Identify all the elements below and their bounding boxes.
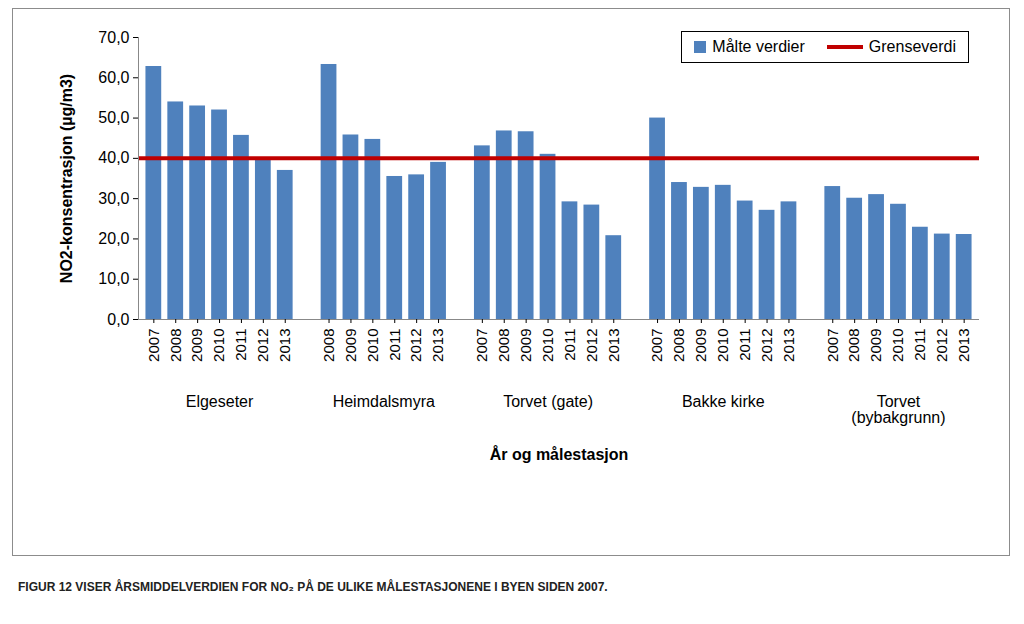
svg-text:2013: 2013 [605,329,622,362]
svg-text:50,0: 50,0 [98,109,129,126]
svg-text:2011: 2011 [232,329,249,361]
svg-text:2011: 2011 [736,329,753,361]
svg-text:2012: 2012 [407,329,424,362]
svg-text:Torvet (gate): Torvet (gate) [503,393,593,410]
svg-text:2012: 2012 [758,329,775,362]
svg-text:2009: 2009 [692,329,709,362]
svg-text:2013: 2013 [780,329,797,362]
svg-text:2008: 2008 [320,329,337,362]
svg-text:År og målestasjon: År og målestasjon [490,445,629,463]
svg-text:2009: 2009 [867,329,884,362]
svg-text:2013: 2013 [276,329,293,362]
svg-text:Torvet(bybakgrunn): Torvet(bybakgrunn) [851,393,945,426]
svg-text:2008: 2008 [845,329,862,362]
svg-text:Heimdalsmyra: Heimdalsmyra [333,393,435,410]
svg-text:2010: 2010 [210,329,227,362]
svg-text:Elgeseter: Elgeseter [186,393,254,410]
svg-text:2008: 2008 [670,329,687,362]
svg-text:2007: 2007 [473,329,490,362]
svg-text:60,0: 60,0 [98,69,129,86]
svg-text:2010: 2010 [364,329,381,362]
svg-text:20,0: 20,0 [98,230,129,247]
svg-text:2011: 2011 [911,329,928,361]
html-text:Målte verdier: Målte verdier [712,38,805,55]
svg-text:2010: 2010 [539,329,556,362]
svg-text:30,0: 30,0 [98,190,129,207]
html-text:FIGUR 12 VISER ÅRSMIDDELVERDIE: FIGUR 12 VISER ÅRSMIDDELVERDIEN FOR NO₂ … [18,580,608,594]
svg-text:2007: 2007 [145,329,162,362]
svg-text:2012: 2012 [933,329,950,362]
svg-text:2009: 2009 [342,329,359,362]
svg-text:2008: 2008 [495,329,512,362]
svg-text:2011: 2011 [561,329,578,361]
svg-text:2010: 2010 [889,329,906,362]
svg-text:2009: 2009 [188,329,205,362]
svg-text:2012: 2012 [583,329,600,362]
svg-text:2009: 2009 [517,329,534,362]
svg-text:0,0: 0,0 [107,311,129,328]
svg-text:2007: 2007 [648,329,665,362]
svg-text:2013: 2013 [429,329,446,362]
svg-text:2012: 2012 [254,329,271,362]
svg-text:10,0: 10,0 [98,270,129,287]
svg-text:2010: 2010 [714,329,731,362]
svg-text:2013: 2013 [955,329,972,362]
svg-text:2008: 2008 [167,329,184,362]
svg-text:40,0: 40,0 [98,149,129,166]
html-text:Grenseverdi: Grenseverdi [868,38,956,55]
svg-text:2007: 2007 [824,329,841,362]
svg-text:2011: 2011 [386,329,403,361]
svg-text:70,0: 70,0 [98,29,129,46]
svg-text:Bakke kirke: Bakke kirke [682,393,765,410]
svg-text:NO2-konsentrasjon (µg/m3): NO2-konsentrasjon (µg/m3) [58,74,75,283]
